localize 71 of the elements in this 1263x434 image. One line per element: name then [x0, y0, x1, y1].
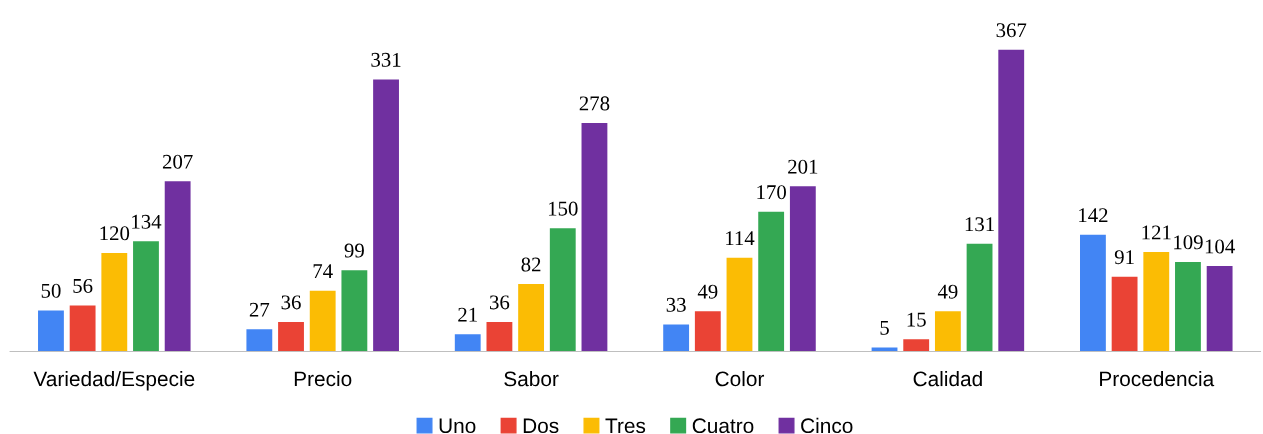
- bar: [966, 243, 993, 352]
- bar: [998, 49, 1025, 352]
- bar: [38, 310, 64, 352]
- bar: [133, 241, 159, 352]
- data-label: 99: [344, 243, 364, 258]
- data-label: 82: [521, 257, 541, 272]
- bar: [1175, 261, 1201, 352]
- data-label: 201: [788, 159, 818, 174]
- bar: [278, 321, 304, 352]
- bar: [246, 329, 273, 352]
- data-label: 150: [548, 201, 578, 216]
- data-label: 15: [907, 312, 926, 327]
- bar: [341, 270, 368, 352]
- bar: [1080, 234, 1106, 352]
- bar: [101, 252, 128, 352]
- bar: [1111, 276, 1138, 352]
- bar: [581, 122, 608, 352]
- bar: [694, 311, 721, 352]
- bar: [1206, 266, 1233, 352]
- bar: [309, 290, 336, 352]
- data-label: 114: [726, 231, 755, 246]
- legend-label: Cinco: [801, 417, 853, 434]
- bar: [871, 347, 898, 352]
- data-label: 74: [313, 264, 333, 278]
- bar: [164, 181, 191, 352]
- data-label: 120: [100, 226, 130, 241]
- bar: [454, 334, 481, 352]
- x-tick-label: Sabor: [504, 370, 559, 387]
- bar: [789, 186, 816, 352]
- data-label: 36: [281, 295, 301, 310]
- bar: [758, 211, 785, 352]
- data-label: 49: [697, 284, 718, 299]
- bar: [903, 339, 930, 352]
- bar: [373, 79, 399, 352]
- data-label: 49: [937, 284, 958, 299]
- data-label: 21: [458, 307, 477, 322]
- x-tick-label: Variedad/Especie: [33, 370, 195, 391]
- data-label: 50: [41, 283, 61, 298]
- bar: [518, 284, 545, 352]
- data-label: 104: [1205, 239, 1235, 254]
- data-label: 5: [880, 321, 889, 335]
- data-label: 134: [132, 214, 162, 229]
- bar: [69, 305, 96, 352]
- data-label: 207: [162, 154, 193, 169]
- bar: [1143, 252, 1170, 352]
- data-label: 27: [249, 302, 270, 317]
- data-label: 121: [1142, 225, 1171, 240]
- data-label: 142: [1079, 208, 1108, 223]
- bar: [663, 324, 690, 352]
- x-tick-label: Calidad: [913, 370, 982, 387]
- data-label: 278: [579, 96, 610, 111]
- bar: [486, 321, 513, 352]
- x-tick-label: Color: [715, 370, 765, 387]
- data-label: 109: [1174, 235, 1203, 250]
- data-label: 56: [73, 278, 93, 293]
- legend-label: Cuatro: [692, 418, 754, 434]
- data-label: 170: [757, 185, 786, 200]
- data-label: 331: [371, 52, 401, 67]
- legend-label: Tres: [605, 418, 646, 434]
- data-label: 131: [965, 217, 994, 232]
- bar: [726, 257, 753, 352]
- data-label: 367: [996, 23, 1027, 38]
- data-label: 33: [666, 297, 686, 312]
- x-tick-label: Precio: [294, 370, 352, 387]
- x-tick-label: Procedencia: [1100, 370, 1215, 387]
- legend-label: Uno: [439, 418, 476, 434]
- bar: [549, 228, 576, 352]
- legend-label: Dos: [523, 418, 559, 434]
- data-label: 36: [489, 295, 510, 310]
- data-label: 91: [1114, 250, 1134, 265]
- bar: [934, 311, 961, 352]
